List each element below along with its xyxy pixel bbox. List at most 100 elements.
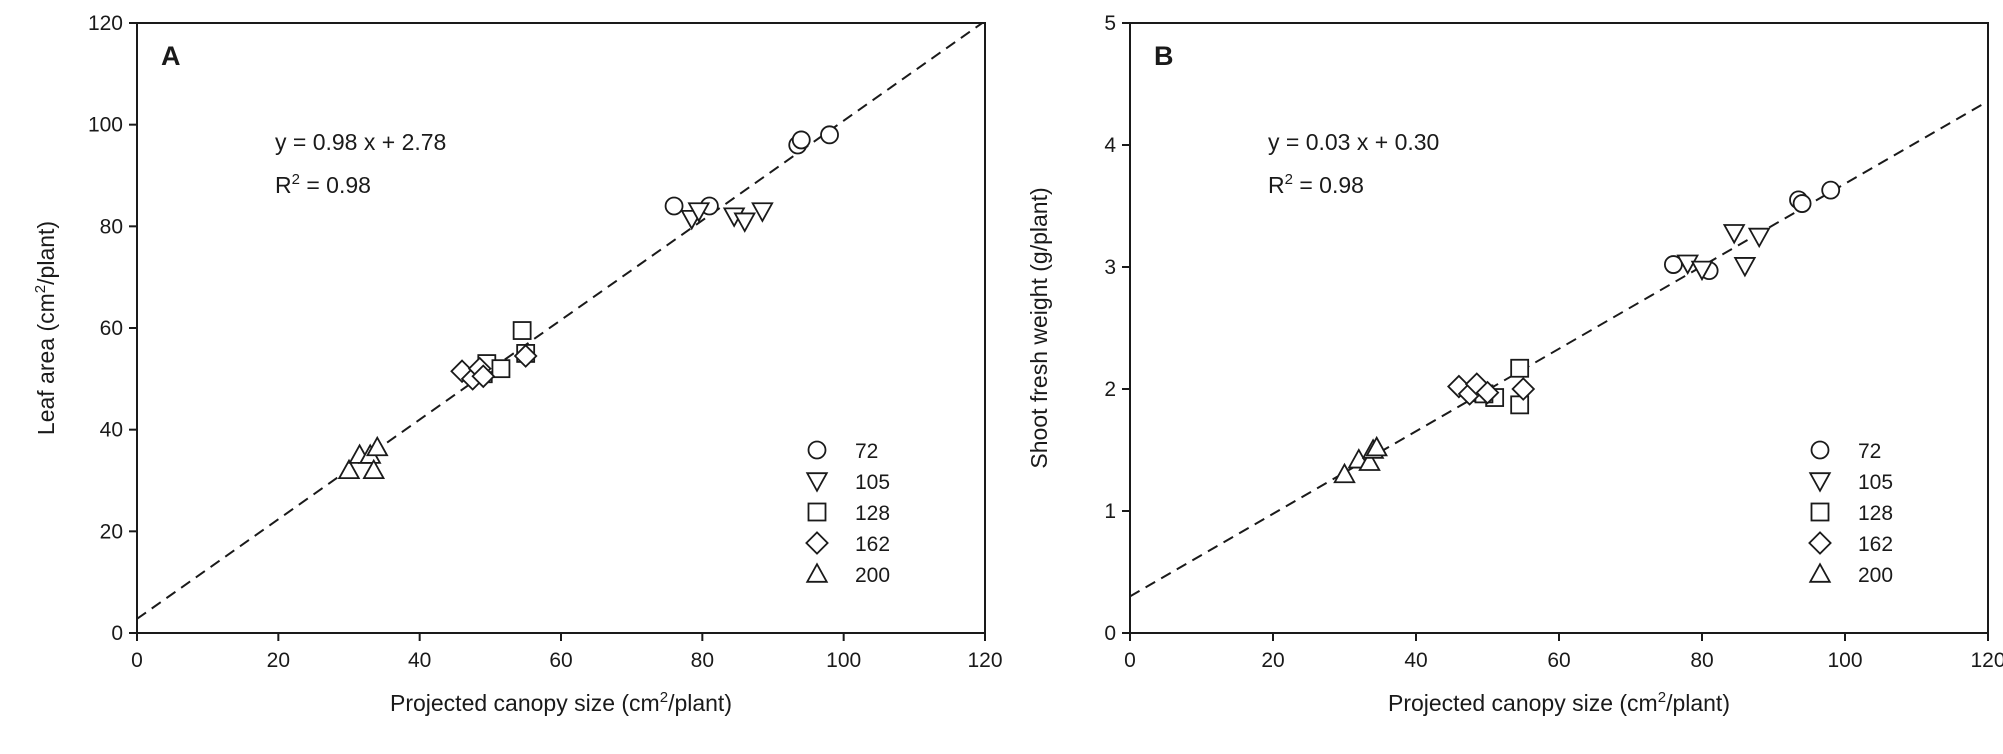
x-tick-label: 80 bbox=[1690, 649, 1713, 672]
legend-marker-200 bbox=[805, 562, 829, 583]
panel-label: A bbox=[161, 41, 181, 71]
legend-label-200: 200 bbox=[855, 564, 890, 587]
y-tick-label: 120 bbox=[88, 12, 123, 35]
point-105-4 bbox=[1747, 227, 1771, 249]
y-tick-label: 5 bbox=[1104, 12, 1116, 35]
y-axis-title: Shoot fresh weight (g/plant) bbox=[1026, 187, 1052, 468]
regression-equation: y = 0.98 x + 2.78 bbox=[275, 129, 446, 155]
legend-label-128: 128 bbox=[855, 502, 890, 525]
legend-marker-72 bbox=[807, 440, 827, 460]
r-squared-superscript: 2 bbox=[292, 171, 300, 188]
point-162-3 bbox=[1475, 380, 1500, 405]
panel-a: 0 20 40 60 80 100 120 0 20 40 60 80 100 120 Projected … bbox=[32, 12, 1003, 716]
point-72-3 bbox=[1792, 194, 1812, 213]
y-tick-label: 4 bbox=[1104, 134, 1116, 157]
legend-label-162: 162 bbox=[1858, 533, 1893, 556]
series-200 bbox=[1333, 435, 1388, 484]
r-squared-text: R bbox=[1268, 172, 1285, 198]
point-128-2 bbox=[491, 359, 511, 379]
legend-label-72: 72 bbox=[1858, 440, 1881, 463]
regression-line bbox=[137, 23, 984, 620]
y-axis-title-text: Shoot fresh weight (g/plant) bbox=[1026, 187, 1052, 468]
x-axis-title-superscript: 2 bbox=[660, 689, 668, 706]
legend-marker-72 bbox=[1810, 440, 1830, 460]
x-tick-label: 20 bbox=[267, 649, 290, 672]
r-squared-superscript: 2 bbox=[1285, 171, 1293, 188]
point-72-4 bbox=[820, 125, 839, 145]
point-72-4 bbox=[1821, 180, 1841, 200]
x-axis-title-text-end: /plant) bbox=[1666, 690, 1730, 716]
y-tick-label: 0 bbox=[1104, 622, 1116, 645]
x-tick-label: 100 bbox=[1827, 649, 1862, 672]
legend-label-105: 105 bbox=[855, 471, 890, 494]
y-tick-label: 80 bbox=[100, 215, 123, 238]
y-axis-title-superscript: 2 bbox=[32, 285, 49, 293]
y-tick-label: 3 bbox=[1104, 256, 1116, 279]
x-axis-title-text: Projected canopy size (cm bbox=[390, 690, 660, 716]
legend-label-162: 162 bbox=[855, 533, 890, 556]
y-tick-label: 40 bbox=[100, 419, 123, 442]
legend-marker-162 bbox=[1808, 531, 1832, 555]
regression-line bbox=[1130, 100, 1988, 598]
legend: 72 105 128 162 200 bbox=[805, 440, 890, 587]
point-72-3 bbox=[791, 130, 811, 150]
x-tick-label: 80 bbox=[691, 649, 714, 672]
r-squared-text: R bbox=[275, 172, 292, 198]
point-162-4 bbox=[513, 344, 538, 368]
point-105-4 bbox=[751, 202, 774, 223]
point-128-2 bbox=[1510, 395, 1530, 415]
legend-marker-162 bbox=[805, 531, 829, 555]
point-162-3 bbox=[471, 364, 496, 389]
y-tick-label: 60 bbox=[100, 317, 123, 340]
legend-marker-105 bbox=[1808, 472, 1832, 493]
x-axis-title: Projected canopy size (cm2/plant) bbox=[390, 689, 732, 716]
series-72 bbox=[664, 125, 839, 216]
x-tick-label: 0 bbox=[1124, 649, 1136, 672]
series-105 bbox=[680, 202, 774, 233]
y-tick-label: 2 bbox=[1104, 378, 1116, 401]
x-axis-title-superscript: 2 bbox=[1658, 689, 1666, 706]
y-tick-label: 0 bbox=[111, 622, 123, 645]
point-105-1 bbox=[687, 202, 711, 223]
point-200-0 bbox=[337, 458, 361, 480]
point-128-3 bbox=[512, 321, 532, 340]
x-tick-label: 60 bbox=[1547, 649, 1570, 672]
x-tick-label: 20 bbox=[1261, 649, 1284, 672]
panel-label: B bbox=[1154, 41, 1174, 71]
point-162-4 bbox=[1511, 377, 1536, 401]
point-105-2 bbox=[1722, 224, 1746, 245]
legend: 72 105 128 162 200 bbox=[1808, 440, 1893, 587]
r-squared: R2 = 0.98 bbox=[275, 171, 371, 198]
y-tick-label: 100 bbox=[88, 114, 123, 137]
r-squared: R2 = 0.98 bbox=[1268, 171, 1364, 198]
point-105-3 bbox=[1733, 257, 1757, 278]
point-200-4 bbox=[1365, 435, 1388, 457]
point-200-2 bbox=[1358, 450, 1381, 471]
point-105-0 bbox=[1676, 254, 1700, 275]
x-tick-label: 100 bbox=[826, 649, 861, 672]
series-72 bbox=[1664, 180, 1841, 281]
r-squared-text-end: = 0.98 bbox=[1293, 172, 1364, 198]
x-axis-title-text-end: /plant) bbox=[668, 690, 732, 716]
x-axis-title: Projected canopy size (cm2/plant) bbox=[1388, 689, 1730, 716]
panel-b: 0 20 40 60 80 100 120 0 1 2 3 4 5 Projected canopy si… bbox=[1026, 12, 2003, 716]
y-tick-label: 1 bbox=[1104, 500, 1116, 523]
y-axis-title: Leaf area (cm2/plant) bbox=[32, 221, 59, 435]
legend-label-128: 128 bbox=[1858, 502, 1893, 525]
legend-marker-200 bbox=[1808, 562, 1832, 583]
legend-label-105: 105 bbox=[1858, 471, 1893, 494]
point-200-3 bbox=[362, 458, 386, 480]
y-axis-title-text-end: /plant) bbox=[33, 221, 59, 285]
x-tick-label: 120 bbox=[967, 649, 1002, 672]
point-128-3 bbox=[1510, 358, 1530, 378]
point-72-0 bbox=[1664, 255, 1683, 274]
legend-label-72: 72 bbox=[855, 440, 878, 463]
x-tick-label: 120 bbox=[1970, 649, 2003, 672]
series-200 bbox=[337, 435, 389, 480]
point-200-0 bbox=[1333, 462, 1356, 484]
legend-marker-105 bbox=[805, 472, 829, 493]
x-axis-title-text: Projected canopy size (cm bbox=[1388, 690, 1658, 716]
point-72-0 bbox=[664, 196, 684, 216]
x-tick-label: 40 bbox=[408, 649, 431, 672]
